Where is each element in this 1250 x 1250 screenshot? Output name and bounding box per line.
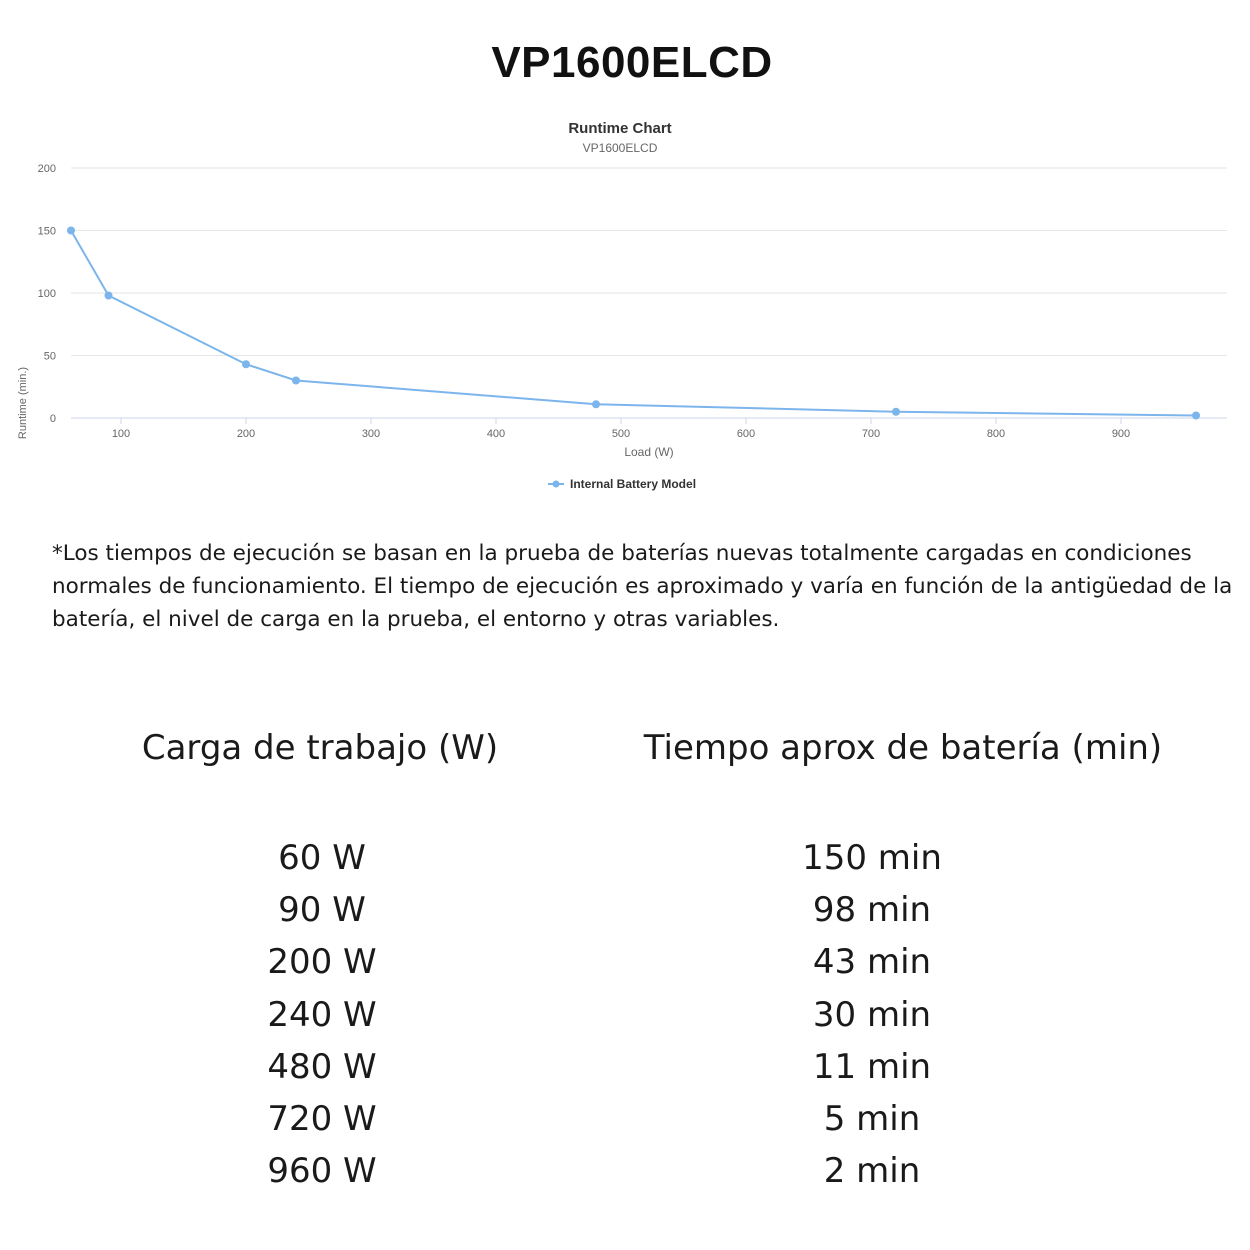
x-tick-label: 700 (862, 428, 880, 440)
y-axis: 0 50 100 150 200 (38, 163, 56, 425)
table-cell-runtime: 5 min (823, 1098, 921, 1139)
table-cell-runtime: 2 min (823, 1151, 921, 1192)
y-tick-label: 100 (38, 288, 56, 300)
y-tick-label: 150 (38, 226, 56, 238)
chart-title: Runtime Chart (568, 120, 671, 137)
runtime-chart: Runtime Chart VP1600ELCD 0 50 100 150 200 10… (17, 120, 1227, 491)
table-cell-load: 240 W (267, 994, 377, 1035)
legend-swatch-marker (552, 480, 560, 488)
data-point (67, 226, 75, 235)
runtime-disclaimer: *Los tiempos de ejecución se basan en la… (52, 541, 1233, 632)
x-tick-label: 900 (1112, 428, 1130, 440)
runtime-column: 150 min 98 min 43 min 30 min 11 min 5 mi… (772, 835, 972, 1200)
y-tick-label: 200 (38, 163, 56, 175)
data-point (892, 407, 900, 416)
data-point (242, 360, 250, 369)
x-tick-label: 800 (987, 428, 1005, 440)
data-point (592, 400, 600, 409)
y-tick-label: 50 (44, 351, 56, 363)
table-cell-runtime: 98 min (812, 890, 932, 931)
y-tick-label: 0 (50, 413, 56, 425)
series-internal-battery-model[interactable] (67, 226, 1200, 420)
legend[interactable]: Internal Battery Model (548, 477, 696, 491)
x-tick-label: 200 (237, 428, 255, 440)
y-axis-label: Runtime (min.) (17, 367, 29, 439)
table-cell-load: 720 W (267, 1098, 377, 1139)
x-tick-label: 300 (362, 428, 380, 440)
x-tick-label: 400 (487, 428, 505, 440)
table-cell-runtime: 30 min (812, 994, 932, 1035)
x-axis: 100 200 300 400 500 600 700 800 900 (112, 418, 1130, 440)
x-tick-label: 500 (612, 428, 630, 440)
chart-subtitle: VP1600ELCD (583, 141, 658, 155)
x-axis-label: Load (W) (624, 445, 673, 459)
x-tick-label: 100 (112, 428, 130, 440)
data-point (104, 291, 113, 300)
table-cell-load: 480 W (267, 1046, 377, 1087)
table-cell-runtime: 11 min (812, 1046, 932, 1087)
column-header-runtime: Tiempo aprox de batería (min) (643, 728, 1163, 768)
data-point (292, 376, 300, 385)
legend-item-label[interactable]: Internal Battery Model (570, 477, 696, 491)
table-cell-load: 200 W (267, 942, 377, 983)
series-line (70, 230, 1197, 417)
column-header-load: Carga de trabajo (W) (141, 728, 499, 768)
data-point (1192, 411, 1200, 420)
table-cell-runtime: 150 min (802, 838, 942, 878)
chart-grid (71, 167, 1227, 419)
table-cell-load: 960 W (267, 1151, 377, 1192)
table-cell-load: 60 W (278, 838, 366, 878)
x-tick-label: 600 (737, 428, 755, 440)
load-column: 60 W 90 W 200 W 240 W 480 W 720 W 960 W (222, 835, 422, 1200)
page-title: VP1600ELCD (491, 38, 773, 87)
table-cell-runtime: 43 min (812, 942, 932, 983)
table-cell-load: 90 W (278, 890, 366, 931)
